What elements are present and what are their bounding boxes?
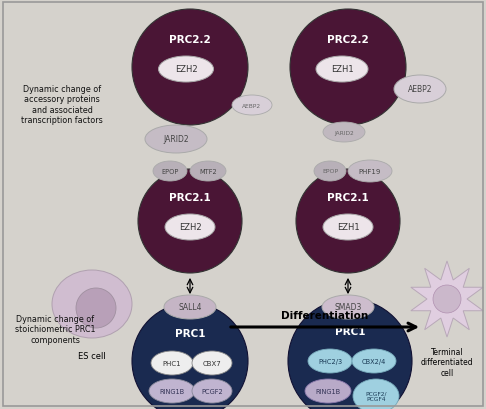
Text: PRC1: PRC1 (335, 326, 365, 336)
Circle shape (288, 299, 412, 409)
Text: Terminal
differentiated
cell: Terminal differentiated cell (421, 347, 473, 377)
Ellipse shape (314, 162, 346, 182)
Ellipse shape (323, 214, 373, 240)
Circle shape (433, 285, 461, 313)
Ellipse shape (323, 123, 365, 143)
Ellipse shape (165, 214, 215, 240)
Ellipse shape (232, 96, 272, 116)
Text: PRC2.1: PRC2.1 (327, 193, 369, 202)
Ellipse shape (76, 288, 116, 328)
Ellipse shape (353, 379, 399, 409)
Text: CBX7: CBX7 (203, 360, 222, 366)
Text: PHC1: PHC1 (163, 360, 181, 366)
Ellipse shape (305, 379, 351, 403)
Text: RING1B: RING1B (315, 388, 341, 394)
Polygon shape (411, 261, 483, 337)
Text: EPOP: EPOP (322, 169, 338, 174)
Text: SMAD3: SMAD3 (334, 303, 362, 312)
Text: PCGF2: PCGF2 (201, 388, 223, 394)
Ellipse shape (52, 270, 132, 338)
Ellipse shape (322, 295, 374, 319)
Text: ES cell: ES cell (78, 352, 106, 361)
Ellipse shape (352, 349, 396, 373)
Text: RING1B: RING1B (159, 388, 185, 394)
Text: AEBP2: AEBP2 (408, 85, 432, 94)
Circle shape (132, 303, 248, 409)
Ellipse shape (316, 57, 368, 83)
Ellipse shape (153, 162, 187, 182)
Ellipse shape (192, 351, 232, 375)
Ellipse shape (348, 161, 392, 182)
Text: PRC2.1: PRC2.1 (169, 193, 211, 202)
Text: Dynamic change of
stoichiometric PRC1
components: Dynamic change of stoichiometric PRC1 co… (15, 315, 95, 344)
Ellipse shape (145, 126, 207, 154)
Circle shape (132, 10, 248, 126)
Text: PRC1: PRC1 (175, 328, 205, 338)
Ellipse shape (192, 379, 232, 403)
Text: PRC2.2: PRC2.2 (169, 35, 211, 45)
Text: PCGF2/
PCGF4: PCGF2/ PCGF4 (365, 391, 387, 401)
Ellipse shape (394, 76, 446, 104)
Text: PHF19: PHF19 (359, 169, 381, 175)
Ellipse shape (164, 295, 216, 319)
Ellipse shape (149, 379, 195, 403)
Ellipse shape (308, 349, 352, 373)
Text: JARID2: JARID2 (163, 135, 189, 144)
Text: CBX2/4: CBX2/4 (362, 358, 386, 364)
Circle shape (290, 10, 406, 126)
Text: PRC2.2: PRC2.2 (327, 35, 369, 45)
Text: EZH2: EZH2 (179, 223, 201, 232)
Text: PHC2/3: PHC2/3 (318, 358, 342, 364)
Ellipse shape (190, 162, 226, 182)
Text: EPOP: EPOP (161, 169, 179, 175)
Ellipse shape (158, 57, 213, 83)
Text: Differentiation: Differentiation (281, 310, 368, 320)
Text: AEBP2: AEBP2 (243, 103, 261, 108)
Text: EZH1: EZH1 (330, 65, 353, 74)
Text: JARID2: JARID2 (334, 130, 354, 135)
Circle shape (138, 170, 242, 273)
Ellipse shape (151, 351, 193, 375)
Text: Dynamic change of
accessory proteins
and associated
transcription factors: Dynamic change of accessory proteins and… (21, 85, 103, 125)
Text: EZH2: EZH2 (174, 65, 197, 74)
Circle shape (296, 170, 400, 273)
Text: EZH1: EZH1 (337, 223, 359, 232)
Text: MTF2: MTF2 (199, 169, 217, 175)
Text: SALL4: SALL4 (178, 303, 202, 312)
